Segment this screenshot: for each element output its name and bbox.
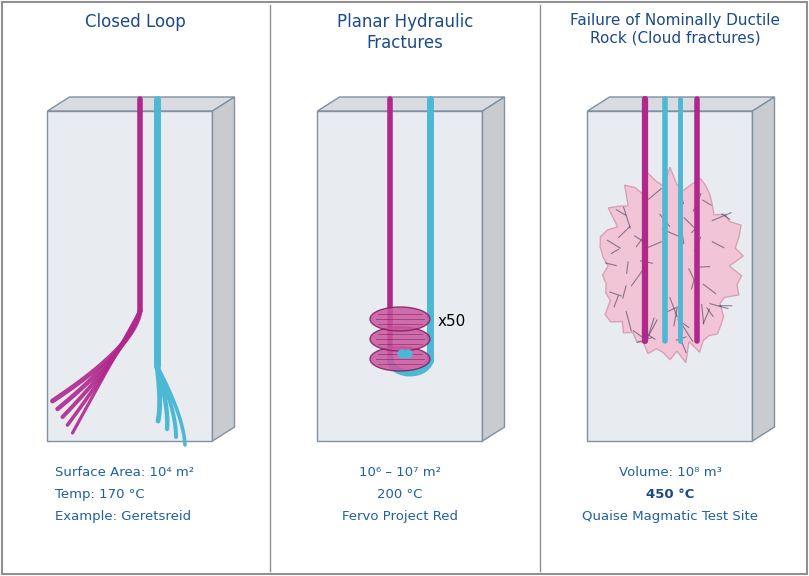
Text: Quaise Magmatic Test Site: Quaise Magmatic Test Site [582, 510, 758, 523]
Text: Failure of Nominally Ductile
Rock (Cloud fractures): Failure of Nominally Ductile Rock (Cloud… [570, 13, 780, 46]
Circle shape [404, 350, 412, 358]
Text: 200 °C: 200 °C [377, 488, 422, 501]
Polygon shape [600, 167, 743, 362]
Polygon shape [587, 111, 752, 441]
Text: Temp: 170 °C: Temp: 170 °C [56, 488, 145, 501]
Text: Fervo Project Red: Fervo Project Red [342, 510, 458, 523]
Polygon shape [48, 111, 213, 441]
Ellipse shape [370, 347, 430, 371]
Polygon shape [317, 111, 482, 441]
Circle shape [398, 350, 406, 358]
Text: Surface Area: 10⁴ m²: Surface Area: 10⁴ m² [56, 466, 195, 479]
Text: Planar Hydraulic
Fractures: Planar Hydraulic Fractures [337, 13, 473, 52]
Text: x50: x50 [438, 313, 466, 328]
Polygon shape [213, 97, 235, 441]
Text: Closed Loop: Closed Loop [85, 13, 185, 31]
Polygon shape [317, 97, 505, 111]
Text: Example: Geretsreid: Example: Geretsreid [56, 510, 192, 523]
Polygon shape [752, 97, 774, 441]
Ellipse shape [370, 307, 430, 331]
Ellipse shape [370, 327, 430, 351]
Polygon shape [48, 97, 235, 111]
Text: 450 °C: 450 °C [646, 488, 694, 501]
Text: Volume: 10⁸ m³: Volume: 10⁸ m³ [619, 466, 722, 479]
Text: 10⁶ – 10⁷ m²: 10⁶ – 10⁷ m² [359, 466, 441, 479]
Polygon shape [482, 97, 505, 441]
Polygon shape [587, 97, 774, 111]
